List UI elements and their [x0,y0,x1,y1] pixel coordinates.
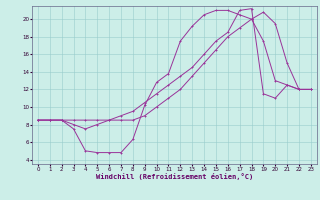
X-axis label: Windchill (Refroidissement éolien,°C): Windchill (Refroidissement éolien,°C) [96,173,253,180]
